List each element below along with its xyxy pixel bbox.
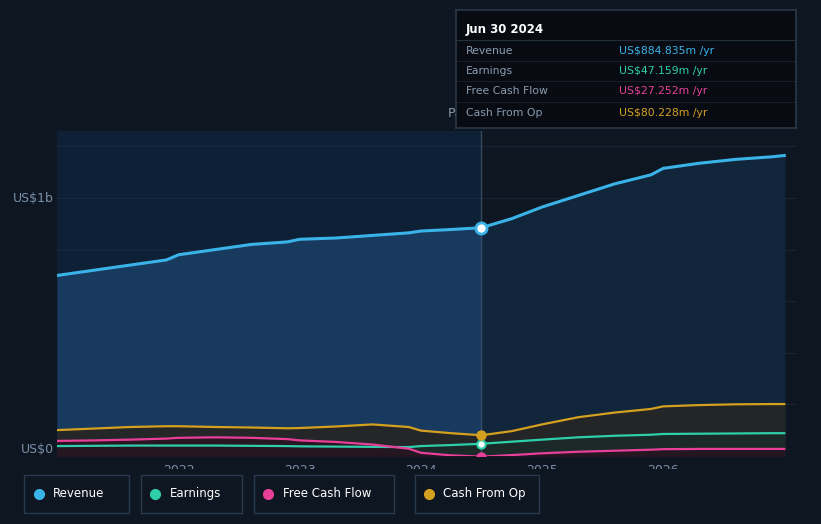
Text: US$47.159m /yr: US$47.159m /yr <box>619 66 708 75</box>
Text: Revenue: Revenue <box>466 46 513 56</box>
Text: Cash From Op: Cash From Op <box>443 487 526 500</box>
Text: Free Cash Flow: Free Cash Flow <box>282 487 371 500</box>
Bar <box>481 131 796 456</box>
Text: US$80.228m /yr: US$80.228m /yr <box>619 108 708 118</box>
Text: Earnings: Earnings <box>466 66 513 75</box>
FancyBboxPatch shape <box>141 475 241 513</box>
Text: Jun 30 2024: Jun 30 2024 <box>466 23 544 36</box>
Text: Revenue: Revenue <box>53 487 104 500</box>
Text: Free Cash Flow: Free Cash Flow <box>466 86 548 96</box>
FancyBboxPatch shape <box>415 475 539 513</box>
Text: Cash From Op: Cash From Op <box>466 108 543 118</box>
Text: US$27.252m /yr: US$27.252m /yr <box>619 86 708 96</box>
Bar <box>57 131 481 456</box>
Text: Earnings: Earnings <box>170 487 222 500</box>
Text: Past: Past <box>448 106 474 119</box>
FancyBboxPatch shape <box>254 475 394 513</box>
Text: Analysts Forecasts: Analysts Forecasts <box>488 106 605 119</box>
FancyBboxPatch shape <box>25 475 129 513</box>
Text: US$1b: US$1b <box>13 192 54 204</box>
Text: US$0: US$0 <box>21 443 54 456</box>
Text: US$884.835m /yr: US$884.835m /yr <box>619 46 714 56</box>
